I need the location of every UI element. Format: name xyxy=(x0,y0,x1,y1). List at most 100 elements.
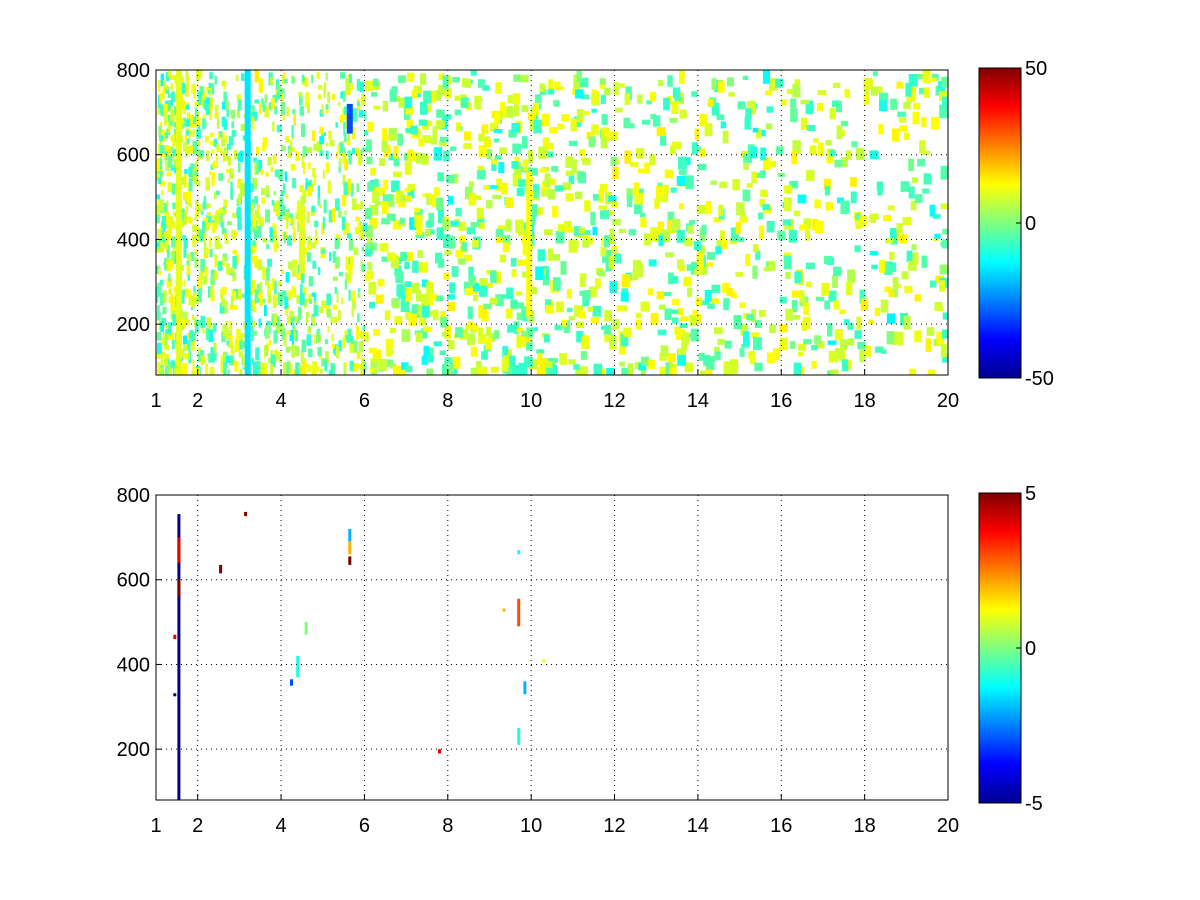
heatmap-cell xyxy=(448,175,455,180)
heatmap-cell xyxy=(213,138,218,147)
heatmap-cell xyxy=(809,145,816,155)
heatmap-cell xyxy=(551,165,559,172)
heatmap-cell xyxy=(872,71,878,77)
heatmap-cell xyxy=(206,219,210,231)
heatmap-cell xyxy=(223,362,227,375)
heatmap-cell xyxy=(205,135,209,143)
heatmap-cell xyxy=(911,252,919,265)
heatmap-cell xyxy=(650,312,659,325)
heatmap-cell xyxy=(623,327,631,337)
heatmap-feature xyxy=(517,728,521,745)
heatmap-cell xyxy=(304,77,309,88)
heatmap-cell xyxy=(214,254,218,268)
heatmap-cell xyxy=(254,196,258,204)
heatmap-cell xyxy=(202,276,208,285)
heatmap-cell xyxy=(769,324,776,334)
heatmap-cell xyxy=(220,207,225,215)
heatmap-cell xyxy=(394,316,403,325)
colorbar-tick-label: -50 xyxy=(1025,368,1054,390)
heatmap-cell xyxy=(300,351,304,365)
heatmap-cell xyxy=(325,104,329,110)
heatmap-cell xyxy=(276,169,281,175)
heatmap-cell xyxy=(503,355,511,363)
heatmap-cell xyxy=(538,207,544,216)
heatmap-cell xyxy=(214,104,219,119)
heatmap-cell xyxy=(816,103,824,112)
heatmap-cell xyxy=(584,290,591,300)
heatmap-cell xyxy=(200,204,203,213)
heatmap-cell xyxy=(280,102,286,116)
heatmap-cell xyxy=(679,203,685,210)
heatmap-cell xyxy=(354,204,360,210)
heatmap-cell xyxy=(156,352,161,360)
heatmap-cell xyxy=(275,79,280,90)
heatmap-cell xyxy=(268,357,271,363)
heatmap-cell xyxy=(173,128,177,141)
heatmap-cell xyxy=(663,292,672,297)
heatmap-cell xyxy=(501,294,509,299)
heatmap-cell xyxy=(892,277,899,288)
heatmap-cell xyxy=(448,236,455,249)
heatmap-cell xyxy=(341,195,347,207)
heatmap-cell xyxy=(361,263,366,272)
x-tick-label: 8 xyxy=(442,815,453,837)
heatmap-cell xyxy=(193,285,196,298)
heatmap-cell xyxy=(209,248,213,258)
heatmap-cell xyxy=(805,100,814,115)
heatmap-cell xyxy=(186,73,190,88)
heatmap-cell xyxy=(163,235,166,246)
heatmap-cell xyxy=(829,107,836,120)
heatmap-cell xyxy=(333,316,338,324)
heatmap-cell xyxy=(493,138,500,143)
heatmap-cell xyxy=(289,140,293,150)
heatmap-cell xyxy=(539,168,547,173)
heatmap-cell xyxy=(295,151,300,161)
heatmap-cell xyxy=(411,89,418,99)
heatmap-cell xyxy=(518,259,527,266)
heatmap-cell xyxy=(660,132,667,146)
heatmap-cell xyxy=(166,85,169,91)
heatmap-cell xyxy=(408,313,418,326)
heatmap-cell xyxy=(811,345,818,351)
heatmap-cell xyxy=(559,353,567,365)
x-tick-label: 14 xyxy=(687,815,709,837)
heatmap-cell xyxy=(347,133,351,140)
heatmap-cell xyxy=(575,367,582,375)
heatmap-cell xyxy=(161,351,166,357)
heatmap-cell xyxy=(614,253,622,264)
y-tick-label: 200 xyxy=(117,314,150,336)
heatmap-cell xyxy=(335,122,338,128)
heatmap-cell xyxy=(545,143,554,150)
heatmap-cell xyxy=(479,278,488,290)
heatmap-cell xyxy=(939,280,946,292)
heatmap-cell xyxy=(942,353,948,363)
heatmap-cell xyxy=(261,187,265,196)
heatmap-cell xyxy=(606,368,616,375)
heatmap-cell xyxy=(456,122,462,132)
heatmap-cell xyxy=(921,255,928,268)
heatmap-cell xyxy=(222,132,225,142)
heatmap-cell xyxy=(184,120,190,127)
heatmap-cell xyxy=(340,114,344,123)
heatmap-cell xyxy=(322,170,325,179)
heatmap-cell xyxy=(696,205,706,214)
heatmap-cell xyxy=(672,298,680,306)
heatmap-cell xyxy=(684,237,693,247)
heatmap-cell xyxy=(789,181,799,189)
heatmap-cell xyxy=(502,242,510,253)
heatmap-cell xyxy=(889,251,895,261)
heatmap-cell xyxy=(327,325,330,333)
heatmap-cell xyxy=(699,114,708,127)
heatmap-cell xyxy=(322,216,325,230)
heatmap-cell xyxy=(686,264,695,271)
heatmap-cell xyxy=(648,359,655,369)
heatmap-cell xyxy=(535,266,544,280)
heatmap-cell xyxy=(578,310,586,319)
heatmap-cell xyxy=(254,70,260,83)
heatmap-cell xyxy=(250,315,253,325)
heatmap-cell xyxy=(338,271,343,277)
heatmap-cell xyxy=(449,282,456,294)
heatmap-cell xyxy=(903,315,911,330)
heatmap-cell xyxy=(609,131,619,141)
